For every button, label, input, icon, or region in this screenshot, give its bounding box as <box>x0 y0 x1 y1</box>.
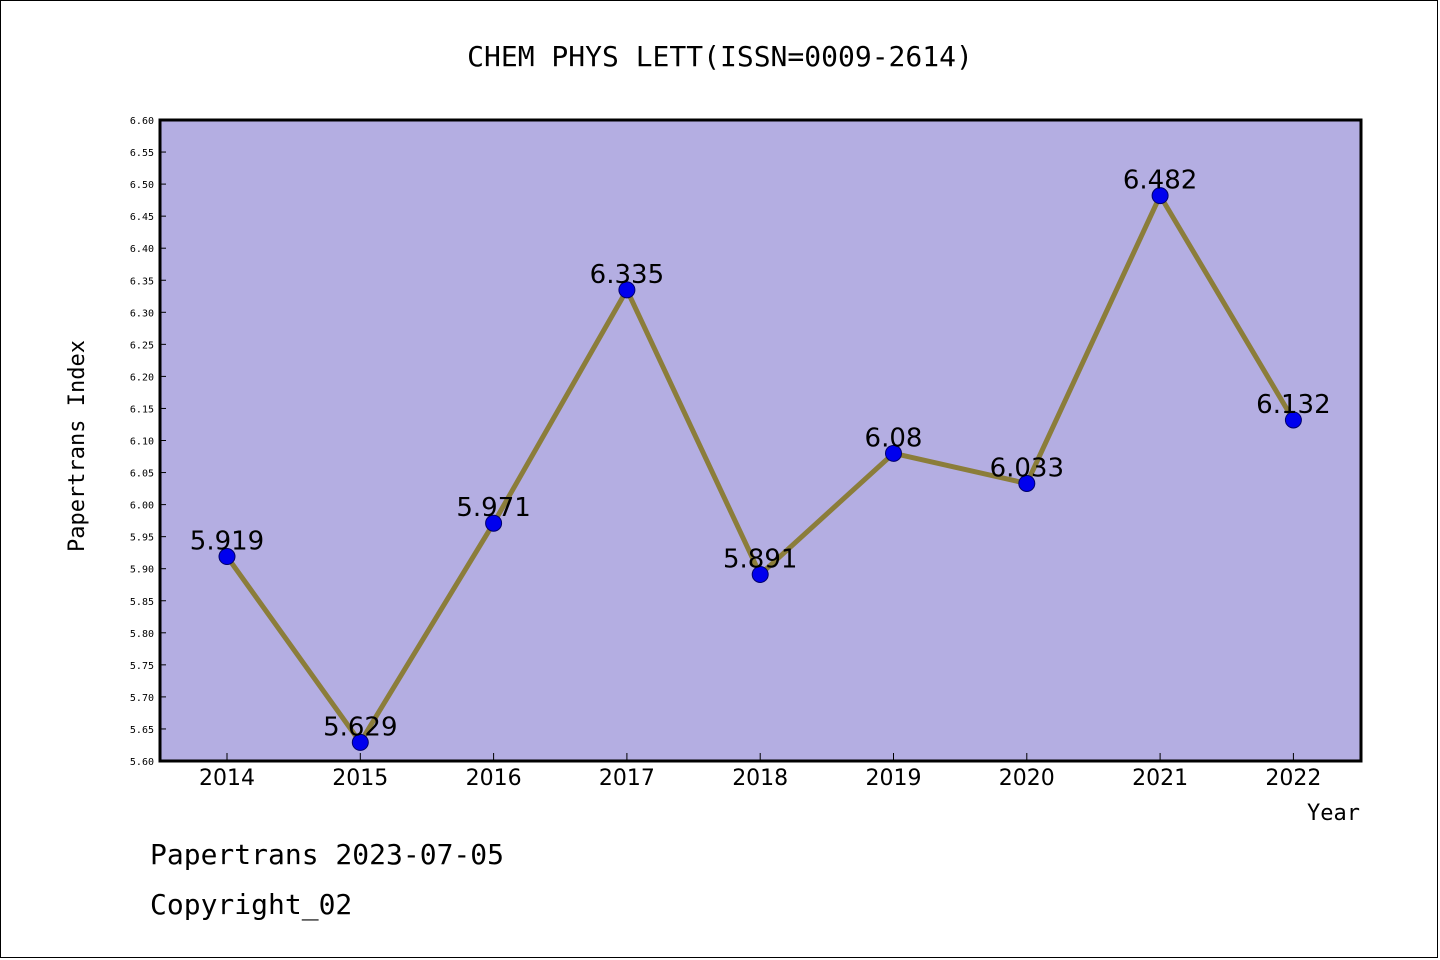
data-point <box>1018 474 1036 492</box>
x-tick-label: 2014 <box>199 766 255 791</box>
data-point <box>885 444 902 462</box>
y-axis-label: Papertrans Index <box>65 340 90 552</box>
y-tick-label: 5.60 <box>130 757 154 768</box>
x-tick-label: 2015 <box>332 766 388 791</box>
data-label: 5.891 <box>723 544 797 574</box>
data-label: 6.132 <box>1256 390 1330 420</box>
data-label: 5.919 <box>190 527 264 557</box>
x-tick-label: 2017 <box>599 766 655 791</box>
y-axis: 5.60 5.65 5.70 5.75 5.80 5.85 5.90 5.95 6.00 6.05… <box>130 116 166 768</box>
y-tick-label: 6.05 <box>130 469 154 480</box>
x-tick-label: 2016 <box>466 766 522 791</box>
y-tick-label: 6.40 <box>130 244 154 255</box>
x-tick-label: 2018 <box>732 766 788 791</box>
y-tick-label: 5.75 <box>130 661 154 672</box>
y-tick-label: 5.90 <box>130 565 154 576</box>
y-tick-label: 6.55 <box>130 148 154 159</box>
y-tick-label: 5.80 <box>130 629 154 640</box>
y-tick-label: 6.60 <box>130 116 154 127</box>
footer-copyright: Copyright_02 <box>150 888 352 922</box>
y-tick-label: 6.00 <box>130 501 154 512</box>
data-labels: 5.919 5.629 5.971 6.335 5.891 6.08 6.033 6.482 6… <box>190 166 1331 743</box>
data-point <box>351 733 369 751</box>
y-tick-label: 5.95 <box>130 533 154 544</box>
y-tick-label: 6.50 <box>130 180 154 191</box>
plot-area <box>160 120 1361 761</box>
data-label: 5.629 <box>323 712 397 742</box>
y-tick-label: 5.85 <box>130 597 154 608</box>
data-label: 6.482 <box>1123 166 1197 196</box>
data-point <box>218 548 236 566</box>
data-label: 6.08 <box>865 423 923 453</box>
x-tick-label: 2021 <box>1132 766 1188 791</box>
data-point <box>1284 411 1302 429</box>
y-tick-label: 6.35 <box>130 276 154 287</box>
plot-border <box>158 118 1363 763</box>
data-point <box>751 565 769 583</box>
x-tick-label: 2019 <box>866 766 922 791</box>
y-tick-label: 6.15 <box>130 404 154 415</box>
x-axis-label: Year <box>1307 801 1360 826</box>
x-tick-label: 2022 <box>1265 766 1321 791</box>
data-label: 6.033 <box>990 453 1064 483</box>
y-tick-label: 6.30 <box>130 308 154 319</box>
y-tick-label: 5.70 <box>130 693 154 704</box>
footer-date: Papertrans 2023-07-05 <box>150 838 504 871</box>
y-tick-label: 6.20 <box>130 372 154 383</box>
data-point <box>1151 187 1169 205</box>
y-tick-label: 6.45 <box>130 212 154 223</box>
data-label: 5.971 <box>456 493 530 523</box>
x-axis: 2014 2015 2016 2017 2018 2019 2020 2021 2022 <box>199 753 1321 791</box>
data-label: 6.335 <box>590 260 664 290</box>
y-tick-label: 6.10 <box>130 437 154 448</box>
y-tick-label: 6.25 <box>130 340 154 351</box>
y-tick-label: 5.65 <box>130 725 154 736</box>
x-tick-label: 2020 <box>999 766 1055 791</box>
data-markers <box>218 187 1302 751</box>
data-point <box>485 514 503 532</box>
chart-title: CHEM PHYS LETT(ISSN=0009-2614) <box>467 40 973 73</box>
data-point <box>618 281 636 299</box>
